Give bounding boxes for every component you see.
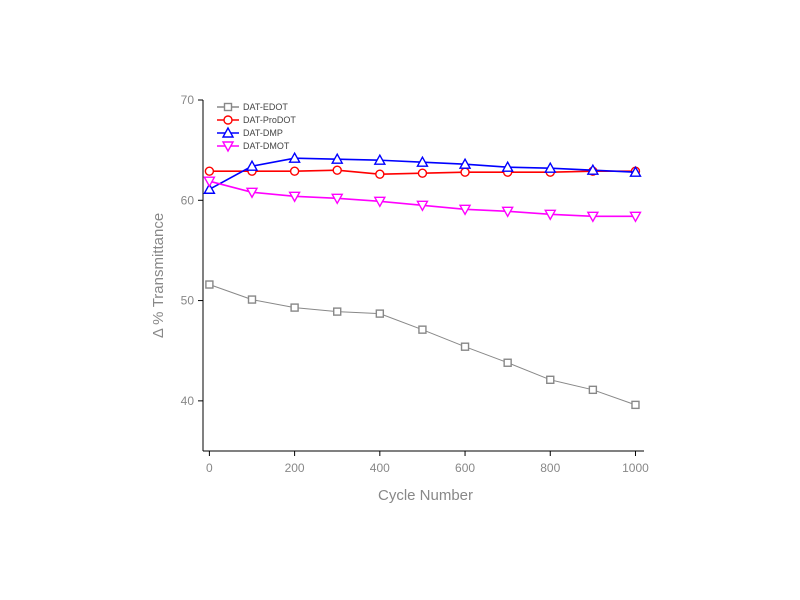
triangle-down-marker xyxy=(288,191,301,203)
legend-item: DAT-DMOT xyxy=(217,141,290,153)
triangle-down-marker xyxy=(245,187,259,199)
series-dat-prodot xyxy=(204,165,641,179)
ticks: 0 200 400 600 800 1000 40 50 60 70 xyxy=(181,93,650,475)
triangle-down-marker xyxy=(221,141,235,153)
x-tick-label: 200 xyxy=(285,461,305,475)
triangle-up-marker xyxy=(331,152,344,164)
triangle-up-marker xyxy=(544,161,557,173)
triangle-up-marker xyxy=(586,163,600,175)
triangle-down-marker xyxy=(373,196,387,208)
triangle-down-marker xyxy=(501,206,514,218)
circle-marker xyxy=(332,165,342,175)
triangle-up-marker xyxy=(458,157,472,169)
square-marker xyxy=(418,325,427,334)
x-tick-label: 0 xyxy=(206,461,213,475)
x-tick-label: 400 xyxy=(370,461,390,475)
triangle-up-marker xyxy=(373,153,387,165)
triangle-up-marker xyxy=(501,160,514,172)
triangle-up-marker xyxy=(203,182,216,194)
y-tick-label: 40 xyxy=(181,394,195,408)
circle-marker xyxy=(460,167,470,177)
x-axis-title: Cycle Number xyxy=(378,487,473,504)
series-dat-dmp xyxy=(203,151,642,194)
triangle-up-marker xyxy=(629,165,642,177)
circle-marker xyxy=(375,169,385,179)
x-tick-label: 1000 xyxy=(622,461,649,475)
square-marker xyxy=(333,307,342,316)
triangle-up-marker xyxy=(288,151,301,163)
legend: DAT-EDOT DAT-ProDOT DAT-DMP DAT-DMOT xyxy=(217,102,296,153)
triangle-down-marker xyxy=(586,211,600,223)
square-marker xyxy=(546,375,555,384)
triangle-up-marker xyxy=(416,155,429,167)
triangle-down-marker xyxy=(416,200,429,212)
x-tick-label: 800 xyxy=(540,461,560,475)
triangle-down-marker xyxy=(629,211,642,223)
legend-item: DAT-ProDOT xyxy=(217,115,296,125)
series-line xyxy=(209,284,636,406)
y-tick-label: 50 xyxy=(181,294,195,308)
legend-label: DAT-ProDOT xyxy=(243,115,296,125)
triangle-down-marker xyxy=(203,176,216,188)
series-dat-dmot xyxy=(203,176,642,223)
square-marker xyxy=(631,400,640,410)
square-marker xyxy=(290,303,299,312)
triangle-down-marker xyxy=(544,209,557,221)
y-tick-label: 70 xyxy=(181,93,195,107)
square-marker xyxy=(375,309,385,318)
triangle-down-marker xyxy=(331,193,344,205)
x-tick-label: 600 xyxy=(455,461,475,475)
circle-marker xyxy=(417,168,428,178)
circle-marker xyxy=(289,166,300,176)
circle-marker xyxy=(223,115,233,125)
y-tick-label: 60 xyxy=(181,193,195,207)
y-axis-title: Δ % Transmittance xyxy=(150,213,167,338)
legend-label: DAT-DMP xyxy=(243,128,283,138)
square-marker xyxy=(223,102,233,112)
circle-marker xyxy=(204,166,215,176)
legend-label: DAT-DMOT xyxy=(243,141,290,151)
axes xyxy=(202,100,644,452)
triangle-down-marker xyxy=(458,204,472,216)
legend-item: DAT-DMP xyxy=(217,126,283,138)
triangle-up-marker xyxy=(221,126,235,138)
square-marker xyxy=(588,385,598,395)
triangle-up-marker xyxy=(245,159,259,171)
legend-item: DAT-EDOT xyxy=(217,102,288,112)
series-layer xyxy=(203,151,642,410)
legend-label: DAT-EDOT xyxy=(243,102,288,112)
square-marker xyxy=(460,342,470,351)
square-marker xyxy=(247,295,257,304)
square-marker xyxy=(205,280,214,289)
series-dat-edot xyxy=(205,280,640,410)
square-marker xyxy=(503,358,512,367)
